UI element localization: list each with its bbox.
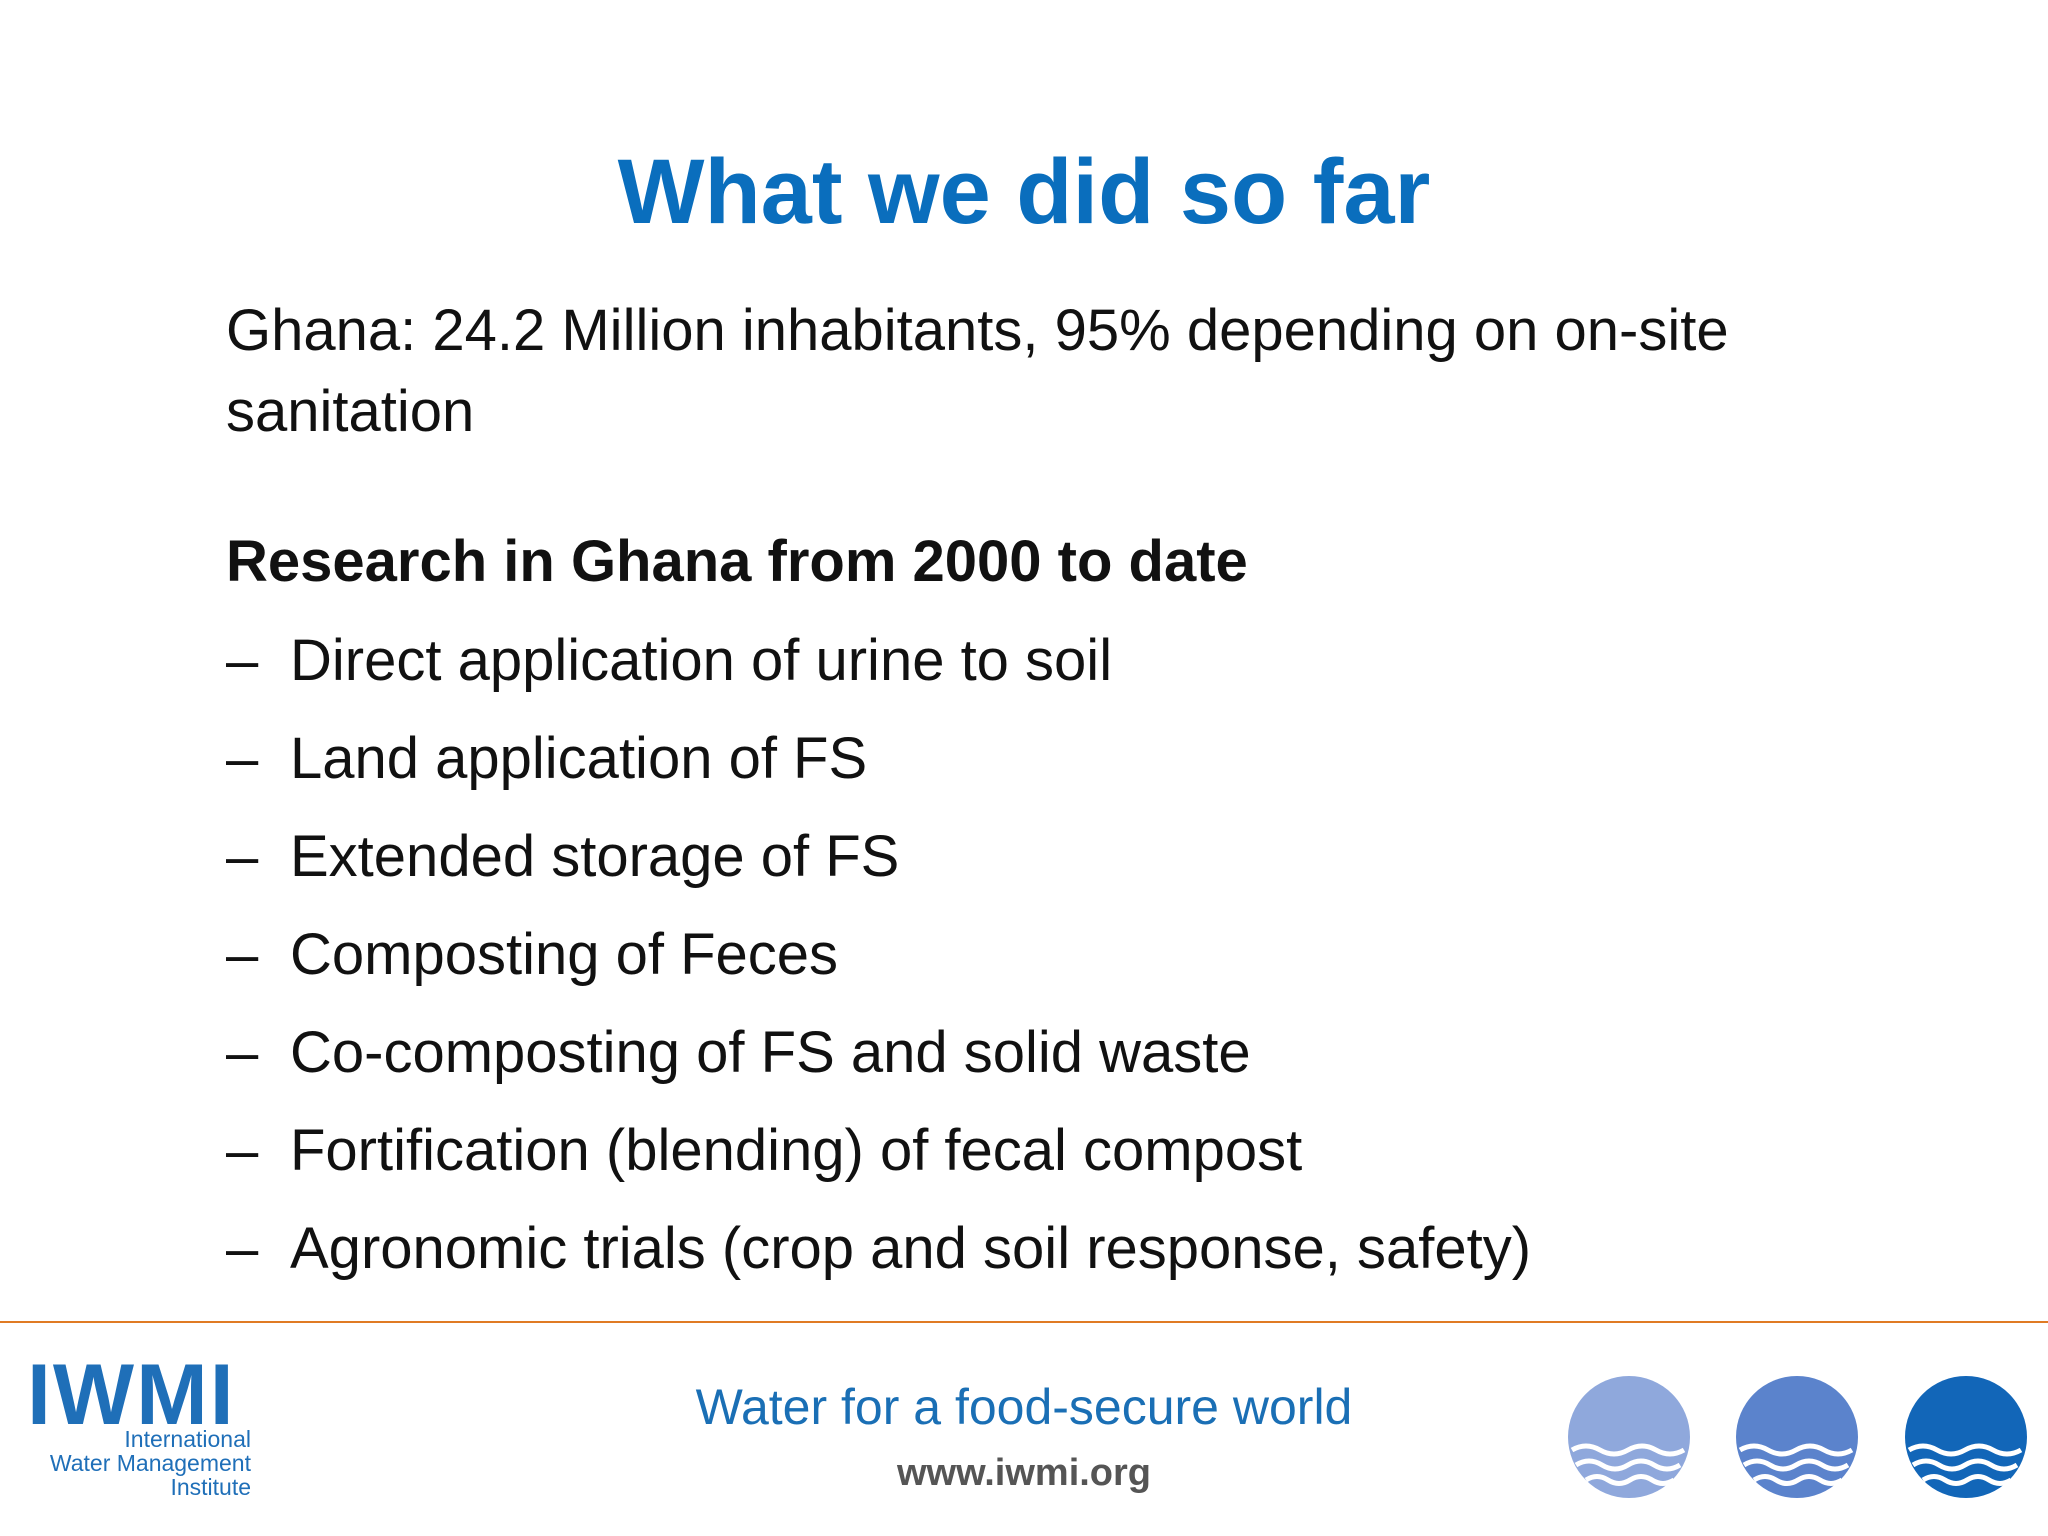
logo-line: Water Management [49, 1450, 251, 1476]
bullet-text: Extended storage of FS [290, 824, 900, 889]
bullet-text: Agronomic trials (crop and soil response… [290, 1216, 1532, 1281]
logo-circles [1568, 1376, 2027, 1498]
bullet-item: – Extended storage of FS [226, 823, 1926, 893]
bullet-text: Co-composting of FS and solid waste [290, 1020, 1251, 1085]
logo-mark: IWMI [27, 1347, 236, 1443]
bullet-text: Land application of FS [290, 726, 868, 791]
bullet-text: Fortification (blending) of fecal compos… [290, 1118, 1303, 1183]
bullet-item: – Land application of FS [226, 725, 1926, 795]
bullet-item: – Composting of Feces [226, 921, 1926, 991]
bullet-item: – Fortification (blending) of fecal compo… [226, 1117, 1926, 1187]
slide-title: What we did so far [617, 141, 1431, 243]
footer-rule [0, 1321, 2048, 1323]
bullet-item: – Co-composting of FS and solid waste [226, 1019, 1926, 1089]
logo-line: Institute [170, 1474, 251, 1500]
bullet-item: – Agronomic trials (crop and soil respons… [226, 1215, 1926, 1285]
logo-line: International [124, 1426, 251, 1452]
bullet-dash: – [226, 824, 259, 889]
intro-text: Ghana: 24.2 Million inhabitants, 95% dep… [226, 298, 1729, 444]
bullet-dash: – [226, 922, 259, 987]
bullet-dash: – [226, 1020, 259, 1085]
circle-icon [1568, 1376, 1690, 1498]
circle-icon [1905, 1376, 2027, 1498]
bullet-text: Direct application of urine to soil [290, 628, 1113, 693]
tagline: Water for a food-secure world [695, 1379, 1353, 1435]
bullet-dash: – [226, 1216, 259, 1281]
url: www.iwmi.org [896, 1452, 1152, 1494]
circle-icon [1736, 1376, 1858, 1498]
bullet-dash: – [226, 628, 259, 693]
bullet-text: Composting of Feces [290, 922, 839, 987]
bullet-dash: – [226, 1118, 259, 1183]
bullet-dash: – [226, 726, 259, 791]
bullet-item: – Direct application of urine to soil [226, 627, 1926, 697]
section-heading: Research in Ghana from 2000 to date [226, 529, 1248, 594]
